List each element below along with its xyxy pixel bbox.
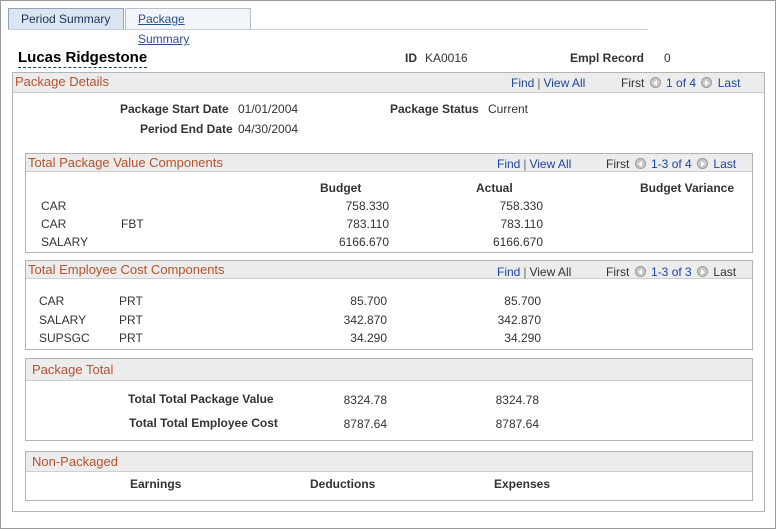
tec-nav: Find | View All [497, 265, 572, 279]
tab-period-summary[interactable]: Period Summary [8, 8, 124, 30]
next-icon[interactable] [701, 77, 713, 88]
deductions-header: Deductions [310, 477, 376, 491]
tpv-row-budget: 6166.670 [338, 235, 389, 249]
tec-row-budget: 85.700 [350, 294, 387, 308]
total-package-value-label: Total Total Package Value [128, 392, 274, 406]
package-status-label: Package Status [390, 102, 479, 116]
tec-row-sub: PRT [119, 313, 143, 327]
tec-row-component: SALARY [39, 313, 87, 327]
total-package-value-title: Total Package Value Components [28, 155, 223, 170]
tec-last-link[interactable]: Last [713, 265, 737, 279]
package-total-group: Package Total [25, 358, 753, 441]
tab-period-summary-label: Period Summary [21, 12, 111, 26]
tec-row-component: CAR [39, 294, 65, 308]
package-total-title: Package Total [32, 362, 114, 377]
tec-row-component: SUPSGC [39, 331, 90, 345]
tec-view-all-link[interactable]: View All [529, 265, 572, 279]
tpv-previous-icon[interactable] [634, 158, 646, 169]
first-label: First [621, 76, 645, 90]
tpv-row-component: CAR [41, 199, 67, 213]
tpv-last-link[interactable]: Last [713, 157, 737, 171]
package-details-header: Package Details Find | View All First 1 of… [13, 73, 764, 93]
tpv-nav: Find | View All [497, 157, 572, 171]
total-package-value-budget: 8324.78 [343, 393, 387, 407]
tec-next-icon[interactable] [697, 266, 709, 277]
package-start-date-label: Package Start Date [120, 102, 229, 116]
tpv-row-actual: 6166.670 [492, 235, 543, 249]
previous-icon[interactable] [649, 77, 661, 88]
total-employee-cost-group: Total Employee Cost Components Find | View… [25, 260, 753, 350]
tpv-row-component: SALARY [41, 235, 89, 249]
empl-record-value: 0 [664, 51, 671, 65]
id-value: KA0016 [425, 51, 468, 65]
total-employee-cost-title: Total Employee Cost Components [28, 262, 225, 277]
expenses-header: Expenses [494, 477, 551, 491]
find-link[interactable]: Find [511, 76, 535, 90]
tec-find-link[interactable]: Find [497, 265, 521, 279]
package-status-value: Current [488, 102, 529, 116]
package-total-header: Package Total [26, 359, 752, 381]
tpv-row-budget: 758.330 [345, 199, 389, 213]
package-details-title: Package Details [15, 74, 109, 89]
total-employee-cost-label: Total Total Employee Cost [129, 416, 278, 430]
tec-row-sub: PRT [119, 294, 143, 308]
tpv-next-icon[interactable] [697, 158, 709, 169]
employee-name[interactable]: Lucas Ridgestone [18, 49, 148, 68]
tec-previous-icon[interactable] [634, 266, 646, 277]
last-link[interactable]: Last [717, 76, 741, 90]
period-end-date-label: Period End Date [140, 122, 233, 136]
empl-record-label: Empl Record [570, 51, 645, 65]
tpv-row-actual: 783.110 [500, 217, 544, 231]
tec-row-actual: 85.700 [504, 294, 541, 308]
tpv-budget-header: Budget [320, 181, 362, 195]
tpv-row-sub: FBT [121, 217, 144, 231]
tpv-range-label: 1-3 of 4 [651, 157, 692, 171]
total-package-value-actual: 8324.78 [495, 393, 539, 407]
package-details-nav: Find | View All [511, 76, 586, 90]
tec-pager: First 1-3 of 3 Last [606, 265, 736, 279]
tab-package-summary-label: Package Summary [138, 12, 190, 46]
package-start-date-value: 01/01/2004 [238, 102, 299, 116]
tab-package-summary[interactable]: Package Summary [125, 8, 251, 46]
total-employee-cost-header: Total Employee Cost Components Find | View… [26, 261, 752, 279]
tpv-budget-variance-header: Budget Variance [640, 181, 735, 195]
non-packaged-title: Non-Packaged [32, 454, 118, 469]
tpv-row-component: CAR [41, 217, 67, 231]
tpv-row-budget: 783.110 [346, 217, 390, 231]
period-end-date-value: 04/30/2004 [238, 122, 299, 136]
tpv-first-label: First [606, 157, 630, 171]
tab-divider [8, 29, 648, 30]
tec-range-label: 1-3 of 3 [651, 265, 692, 279]
total-employee-cost-actual: 8787.64 [495, 417, 539, 431]
tpv-pager: First 1-3 of 4 Last [606, 157, 736, 171]
total-employee-cost-budget: 8787.64 [343, 417, 387, 431]
tec-row-actual: 342.870 [497, 313, 541, 327]
tec-row-budget: 34.290 [350, 331, 387, 345]
tpv-find-link[interactable]: Find [497, 157, 521, 171]
tec-row-sub: PRT [119, 331, 143, 345]
tpv-actual-header: Actual [476, 181, 513, 195]
tpv-row-actual: 758.330 [499, 199, 543, 213]
tec-row-budget: 342.870 [343, 313, 387, 327]
total-package-value-group: Total Package Value Components Find | View… [25, 153, 753, 253]
earnings-header: Earnings [130, 477, 182, 491]
tpv-view-all-link[interactable]: View All [529, 157, 572, 171]
tec-first-label: First [606, 265, 630, 279]
view-all-link[interactable]: View All [543, 76, 586, 90]
total-package-value-header: Total Package Value Components Find | View… [26, 154, 752, 172]
non-packaged-group: Non-Packaged [25, 451, 753, 501]
non-packaged-header: Non-Packaged [26, 452, 752, 472]
tec-row-actual: 34.290 [504, 331, 541, 345]
package-details-group: Package Details Find | View All First 1 of… [12, 72, 765, 512]
package-details-pager: First 1 of 4 Last [621, 76, 740, 90]
range-label: 1 of 4 [666, 76, 697, 90]
id-label: ID [405, 51, 417, 65]
